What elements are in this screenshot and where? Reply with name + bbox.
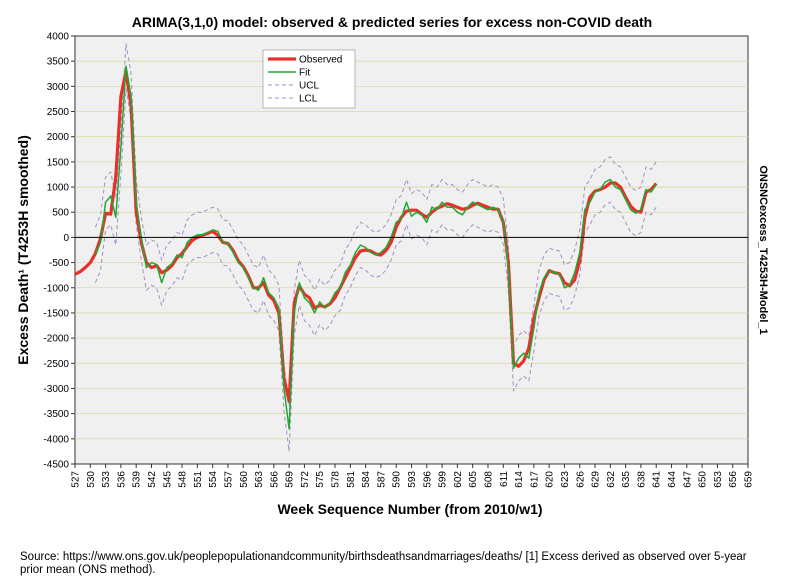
y-tick-label: 1000 xyxy=(47,183,70,194)
x-tick-label: 572 xyxy=(300,471,311,488)
x-tick-label: 644 xyxy=(667,471,678,488)
x-tick-label: 635 xyxy=(621,471,632,488)
x-tick-label: 590 xyxy=(392,471,403,488)
legend-label: LCL xyxy=(299,94,318,105)
x-tick-label: 626 xyxy=(575,471,586,488)
y-tick-label: -2000 xyxy=(43,334,69,345)
x-tick-label: 530 xyxy=(86,471,97,488)
y-tick-label: 2500 xyxy=(47,107,70,118)
y-tick-label: 3000 xyxy=(47,82,70,93)
x-tick-label: 557 xyxy=(223,471,234,488)
x-axis-label: Week Sequence Number (from 2010/w1) xyxy=(277,501,542,517)
x-tick-label: 638 xyxy=(636,471,647,488)
y-tick-label: -2500 xyxy=(43,359,69,370)
x-tick-label: 539 xyxy=(132,471,143,488)
x-tick-label: 608 xyxy=(483,471,494,488)
x-tick-label: 617 xyxy=(529,471,540,488)
x-tick-label: 629 xyxy=(591,471,602,488)
y-tick-label: -4500 xyxy=(43,460,69,471)
y-tick-label: 0 xyxy=(63,233,69,244)
y-tick-label: -4000 xyxy=(43,434,69,445)
plot-background xyxy=(74,35,749,465)
y-tick-label: -500 xyxy=(49,258,69,269)
gridlines xyxy=(75,60,748,440)
y-tick-label: -1000 xyxy=(43,283,69,294)
x-tick-label: 575 xyxy=(315,471,326,488)
legend-label: Observed xyxy=(299,55,342,66)
x-tick-label: 554 xyxy=(208,471,219,488)
x-tick-label: 542 xyxy=(147,471,158,488)
x-tick-label: 623 xyxy=(560,471,571,488)
source-note: Source: https://www.ons.gov.uk/peoplepop… xyxy=(20,551,747,576)
x-axis: 527 530 533 536 539 542 545 548 551 554 557 560 563 5… xyxy=(71,464,755,488)
y-axis-label: Excess Death¹ (T4253H smoothed) xyxy=(15,135,31,365)
x-tick-label: 632 xyxy=(606,471,617,488)
series-fit-line xyxy=(94,65,657,430)
x-tick-label: 560 xyxy=(239,471,250,488)
y-tick-label: 500 xyxy=(52,208,69,219)
x-tick-label: 584 xyxy=(361,471,372,488)
y-tick-label: 2000 xyxy=(47,132,70,143)
x-tick-label: 599 xyxy=(438,471,449,488)
model-side-label: ONSNCexcess_T4253H-Model_1 xyxy=(757,165,769,334)
x-tick-label: 605 xyxy=(468,471,479,488)
series-ucl-line xyxy=(94,43,657,407)
x-tick-label: 611 xyxy=(499,471,510,487)
x-tick-label: 569 xyxy=(285,471,296,488)
x-tick-label: 581 xyxy=(346,471,357,488)
series-lines xyxy=(74,43,658,452)
x-tick-label: 614 xyxy=(514,471,525,488)
x-tick-label: 659 xyxy=(744,471,755,488)
plot-area xyxy=(74,35,749,465)
x-tick-label: 650 xyxy=(698,471,709,488)
x-tick-label: 545 xyxy=(162,471,173,488)
legend-label: UCL xyxy=(299,81,319,92)
x-tick-label: 533 xyxy=(101,471,112,488)
x-tick-label: 593 xyxy=(407,471,418,488)
legend: Observed Fit UCL LCL xyxy=(262,49,356,109)
x-tick-label: 551 xyxy=(193,471,204,488)
chart-title: ARIMA(3,1,0) model: observed & predicted… xyxy=(132,14,652,30)
x-tick-label: 566 xyxy=(269,471,280,488)
y-tick-label: -3000 xyxy=(43,384,69,395)
y-tick-label: 3500 xyxy=(47,57,70,68)
y-tick-label: -3500 xyxy=(43,409,69,420)
x-tick-label: 548 xyxy=(178,471,189,488)
x-tick-label: 527 xyxy=(71,471,82,488)
x-tick-label: 587 xyxy=(376,471,387,488)
y-tick-label: 1500 xyxy=(47,157,70,168)
x-tick-label: 647 xyxy=(682,471,693,488)
x-tick-label: 563 xyxy=(254,471,265,488)
y-axis: 4000 3500 3000 2500 2000 1500 1000 500 0 -500 -100… xyxy=(43,32,75,471)
x-tick-label: 602 xyxy=(453,471,464,488)
x-tick-label: 536 xyxy=(116,471,127,488)
x-tick-label: 620 xyxy=(545,471,556,488)
x-tick-label: 641 xyxy=(652,471,663,488)
x-tick-label: 578 xyxy=(331,471,342,488)
x-tick-label: 653 xyxy=(713,471,724,488)
y-tick-label: 4000 xyxy=(47,32,70,43)
y-tick-label: -1500 xyxy=(43,308,69,319)
legend-label: Fit xyxy=(299,68,310,79)
x-tick-label: 656 xyxy=(728,471,739,488)
x-tick-label: 596 xyxy=(422,471,433,488)
